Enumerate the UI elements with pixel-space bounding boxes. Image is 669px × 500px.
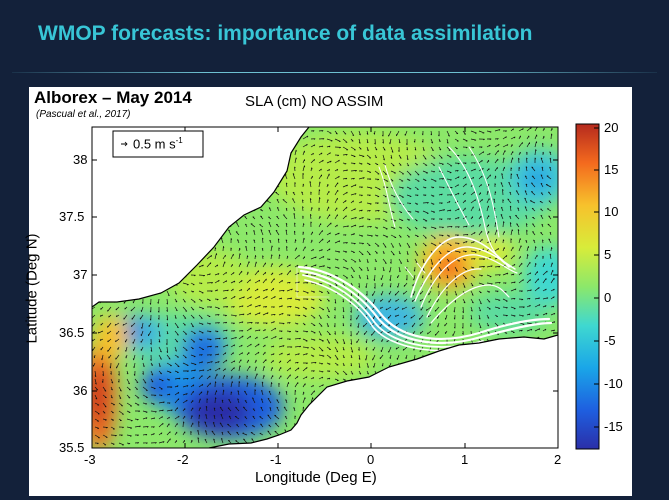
colorbar-label: -15 xyxy=(604,419,623,434)
x-axis-label: Longitude (Deg E) xyxy=(255,469,377,486)
colorbar-label: 5 xyxy=(604,247,612,262)
y-tick-label: 37.5 xyxy=(59,209,85,224)
x-tick-marks xyxy=(91,127,559,448)
colorbar-label: -10 xyxy=(604,376,623,391)
colorbar-label: 10 xyxy=(604,204,619,219)
y-tick-label: 36 xyxy=(73,383,88,398)
colorbar xyxy=(575,123,600,450)
y-tick-label: 36.5 xyxy=(59,325,85,340)
colorbar-ticks xyxy=(594,127,599,428)
y-tick-label: 37 xyxy=(73,267,88,282)
title-divider xyxy=(12,72,657,73)
x-tick-label: -3 xyxy=(84,452,96,467)
figure-citation: (Pascual et al., 2017) xyxy=(36,109,131,120)
y-tick-label: 35.5 xyxy=(59,440,85,455)
colorbar-label: -5 xyxy=(604,333,616,348)
x-tick-label: 0 xyxy=(367,452,375,467)
figure-heading: Alborex – May 2014 xyxy=(34,88,192,107)
x-tick-label: 2 xyxy=(554,452,562,467)
x-tick-label: -1 xyxy=(270,452,282,467)
x-tick-label: -2 xyxy=(177,452,189,467)
map-title: SLA (cm) NO ASSIM xyxy=(245,93,384,110)
sla-map-figure xyxy=(91,123,600,450)
scale-vector-label: 0.5 m s-1 xyxy=(133,136,183,152)
y-axis-label: Latitude (Deg N) xyxy=(23,233,41,344)
y-tick-label: 38 xyxy=(73,152,88,167)
scale-vector-box xyxy=(112,130,204,158)
drifter-trajectories xyxy=(296,146,553,352)
map-frame xyxy=(91,126,559,449)
coastline xyxy=(92,127,558,448)
figure-panel: Alborex – May 2014 (Pascual et al., 2017… xyxy=(24,87,632,496)
colorbar-label: 15 xyxy=(604,162,619,177)
colorbar-label: 20 xyxy=(604,120,619,135)
colorbar-label: 0 xyxy=(604,290,612,305)
x-tick-label: 1 xyxy=(461,452,469,467)
slide-title: WMOP forecasts: importance of data assim… xyxy=(38,22,533,45)
y-tick-marks xyxy=(92,159,558,449)
